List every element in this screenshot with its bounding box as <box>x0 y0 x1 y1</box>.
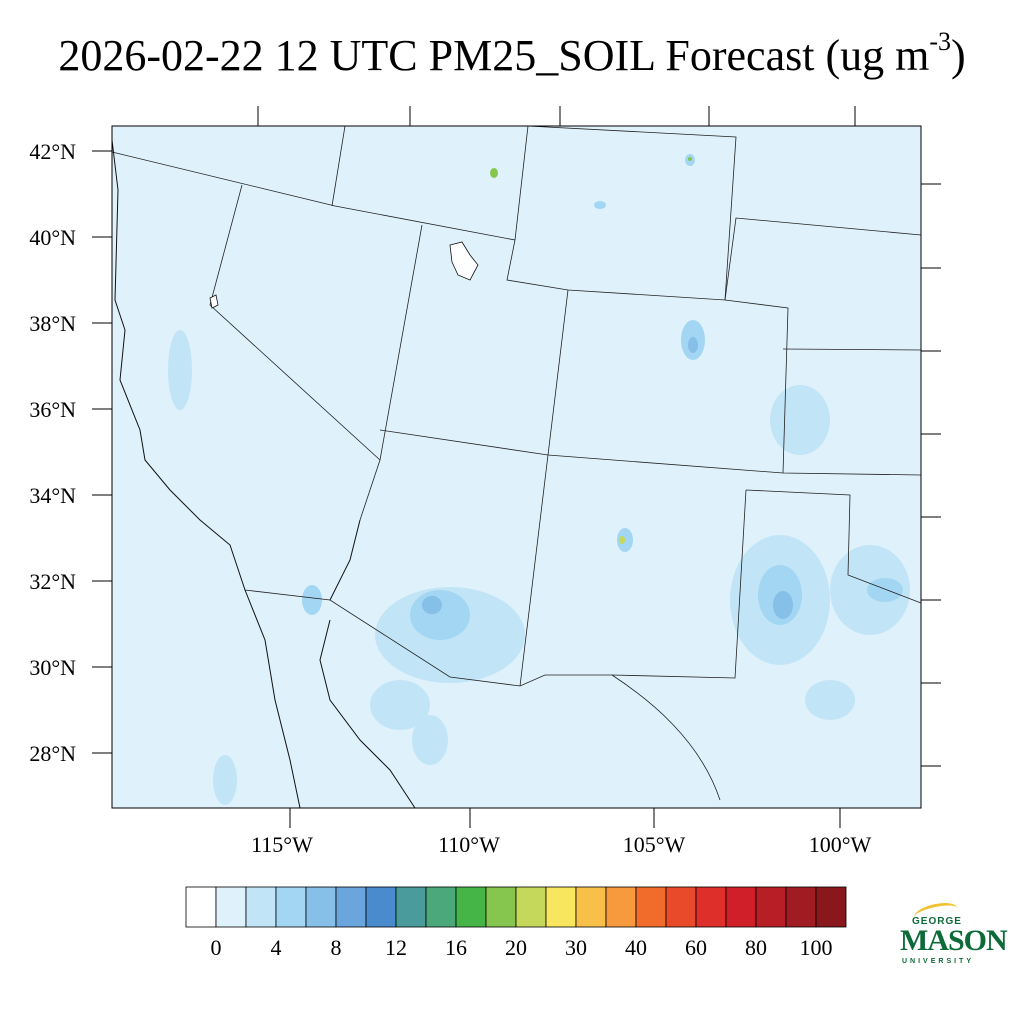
colorbar-swatch-11 <box>515 886 547 928</box>
colorbar-label-0: 0 <box>211 935 222 960</box>
colorbar-swatch-13 <box>575 886 607 928</box>
lon-label-100: 100°W <box>809 832 872 857</box>
colorbar-swatch-8 <box>425 886 457 928</box>
title-text: 2026-02-22 12 UTC PM25_SOIL Forecast (ug… <box>58 31 930 80</box>
colorbar-swatch-7 <box>395 886 427 928</box>
colorbar-swatch-2 <box>245 886 277 928</box>
colorbar-swatch-3 <box>275 886 307 928</box>
map-title: 2026-02-22 12 UTC PM25_SOIL Forecast (ug… <box>0 27 1024 81</box>
longitude-axis: 115°W 110°W 105°W 100°W <box>251 808 872 857</box>
colorbar-swatch-17 <box>695 886 727 928</box>
colorbar-swatch-18 <box>725 886 757 928</box>
right-ticks <box>921 183 941 767</box>
colorbar-swatch-5 <box>335 886 367 928</box>
colorbar-label-1: 4 <box>271 935 282 960</box>
colorbar-swatch-20 <box>785 886 817 928</box>
colorbar-label-8: 60 <box>685 935 707 960</box>
lon-label-110: 110°W <box>438 832 500 857</box>
state-boundaries <box>111 125 922 801</box>
title-exponent: -3 <box>929 27 951 57</box>
coastline <box>111 139 416 809</box>
colorbar-label-7: 40 <box>625 935 647 960</box>
colorbar-swatch-21 <box>815 886 847 928</box>
title-close: ) <box>951 31 966 80</box>
gmu-logo: GEORGE MASON UNIVERSITY <box>894 899 1008 972</box>
map-plot-area <box>112 126 921 808</box>
lat-label-36: 36°N <box>29 397 76 422</box>
colorbar-label-2: 8 <box>331 935 342 960</box>
concentration-field <box>168 154 910 805</box>
colorbar-label-4: 16 <box>445 935 467 960</box>
colorbar-swatch-16 <box>665 886 697 928</box>
colorbar-swatch-10 <box>485 886 517 928</box>
colorbar-label-3: 12 <box>385 935 407 960</box>
colorbar-swatch-0 <box>185 886 217 928</box>
colorbar-label-10: 100 <box>800 935 833 960</box>
lon-label-105: 105°W <box>623 832 686 857</box>
colorbar: 0 4 8 12 16 20 30 40 60 80 100 <box>185 886 847 960</box>
latitude-axis: 42°N 40°N 38°N 36°N 34°N 32°N 30°N 28°N <box>29 139 112 766</box>
lat-label-32: 32°N <box>29 569 76 594</box>
lakes <box>209 241 479 309</box>
colorbar-label-9: 80 <box>745 935 767 960</box>
colorbar-label-5: 20 <box>505 935 527 960</box>
map-frame <box>111 125 922 809</box>
colorbar-swatch-4 <box>305 886 337 928</box>
colorbar-swatch-14 <box>605 886 637 928</box>
colorbar-swatch-1 <box>215 886 247 928</box>
colorbar-swatch-15 <box>635 886 667 928</box>
colorbar-swatch-19 <box>755 886 787 928</box>
lat-label-40: 40°N <box>29 225 76 250</box>
colorbar-swatch-6 <box>365 886 397 928</box>
logo-university: UNIVERSITY <box>902 958 975 965</box>
lat-label-28: 28°N <box>29 741 76 766</box>
colorbar-swatch-9 <box>455 886 487 928</box>
logo-george: GEORGE <box>912 916 962 927</box>
colorbar-label-6: 30 <box>565 935 587 960</box>
lon-label-115: 115°W <box>251 832 313 857</box>
lat-label-34: 34°N <box>29 483 76 508</box>
top-ticks <box>257 106 856 126</box>
colorbar-swatch-12 <box>545 886 577 928</box>
lat-label-30: 30°N <box>29 655 76 680</box>
lat-label-38: 38°N <box>29 311 76 336</box>
lat-label-42: 42°N <box>29 139 76 164</box>
logo-mason: MASON <box>900 924 1008 957</box>
